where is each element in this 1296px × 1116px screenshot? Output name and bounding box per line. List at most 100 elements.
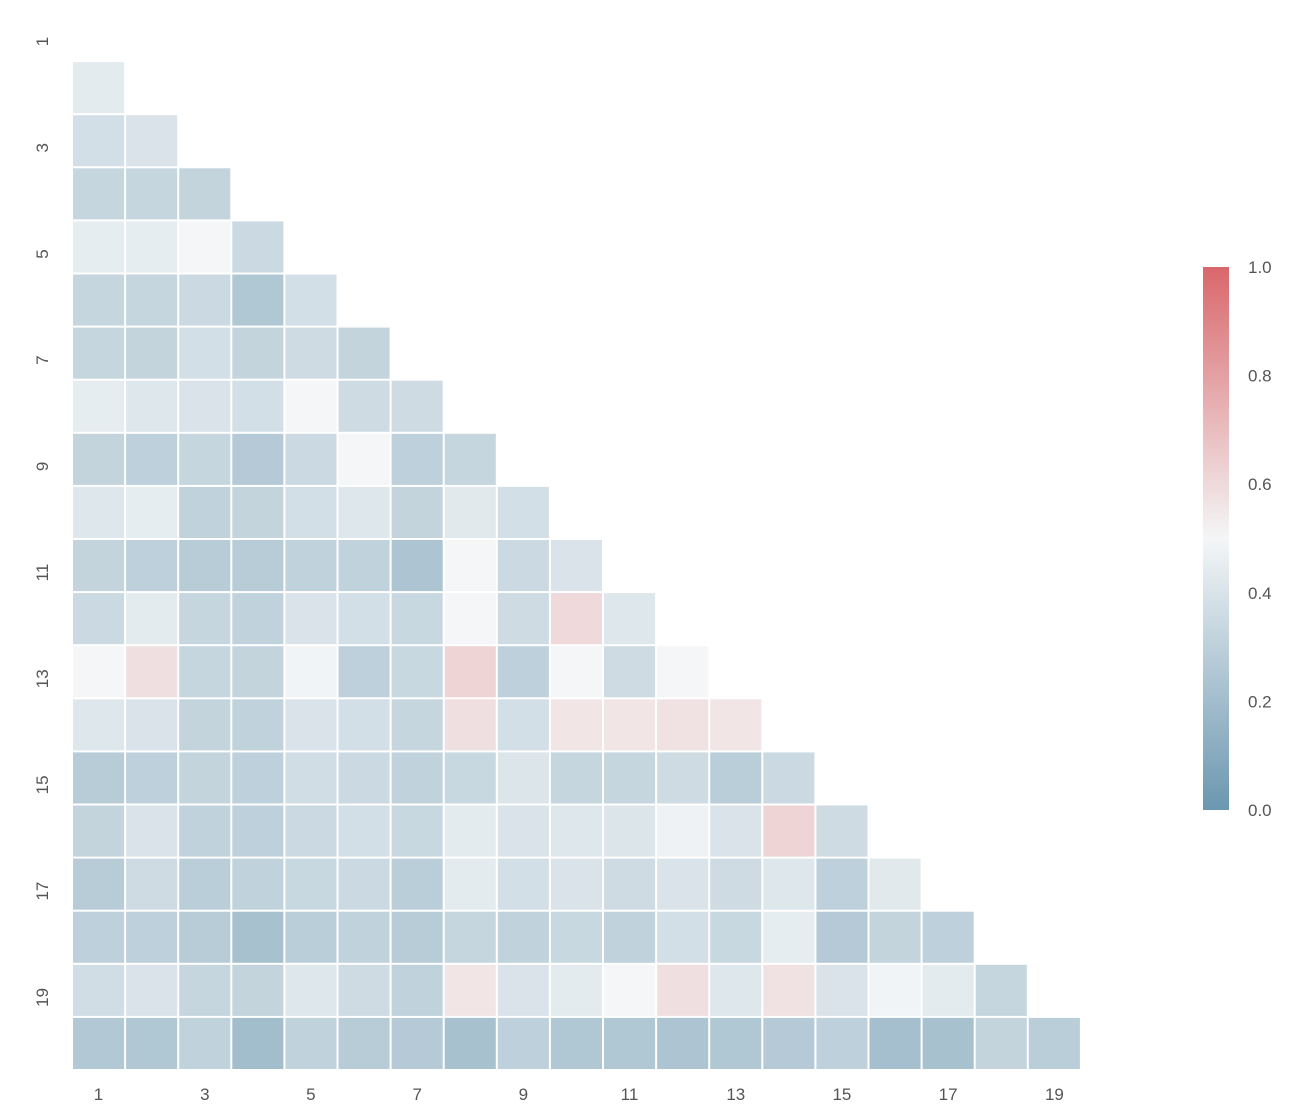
heatmap-cell-r13-c1 [73,646,125,698]
x-tick-label: 19 [1045,1085,1064,1104]
heatmap-cell-r4-c1 [73,168,125,220]
heatmap-cell-r14-c5 [285,699,337,751]
heatmap-cell-r12-c11 [604,593,656,645]
heatmap-cell-r14-c7 [391,699,443,751]
heatmap-cell-r13-c6 [338,646,390,698]
heatmap-cell-r15-c6 [338,752,390,804]
colorbar-tick-label: 0.0 [1248,801,1272,820]
heatmap-cell-r19-c16 [869,964,921,1016]
heatmap-cell-r8-c5 [285,380,337,432]
heatmap-cell-r16-c9 [497,805,549,857]
heatmap-cell-r19-c2 [126,964,178,1016]
heatmap-cell-r11-c8 [444,540,496,592]
heatmap-cell-r17-c2 [126,858,178,910]
heatmap-cell-r17-c3 [179,858,231,910]
heatmap-cell-r17-c12 [657,858,709,910]
heatmap-cell-r5-c4 [232,221,284,273]
heatmap-cell-r16-c7 [391,805,443,857]
heatmap-cell-r6-c2 [126,274,178,326]
heatmap-cell-r20-c6 [338,1017,390,1069]
heatmap-cell-r17-c10 [550,858,602,910]
heatmap-cell-r18-c14 [763,911,815,963]
heatmap-cell-r16-c1 [73,805,125,857]
heatmap-cell-r12-c8 [444,593,496,645]
heatmap-cell-r20-c17 [922,1017,974,1069]
heatmap-cell-r19-c14 [763,964,815,1016]
heatmap-cell-r8-c3 [179,380,231,432]
heatmap-cell-r18-c10 [550,911,602,963]
heatmap-cell-r9-c4 [232,433,284,485]
heatmap-cell-r12-c3 [179,593,231,645]
heatmap-cell-r6-c4 [232,274,284,326]
x-tick-label: 3 [200,1085,209,1104]
heatmap-cell-r14-c12 [657,699,709,751]
heatmap-cell-r18-c17 [922,911,974,963]
heatmap-cell-r15-c5 [285,752,337,804]
heatmap-cell-r9-c8 [444,433,496,485]
heatmap-cell-r9-c2 [126,433,178,485]
heatmap-cell-r4-c2 [126,168,178,220]
heatmap-cell-r14-c1 [73,699,125,751]
heatmap-cell-r17-c1 [73,858,125,910]
heatmap-cell-r19-c8 [444,964,496,1016]
heatmap-cell-r20-c16 [869,1017,921,1069]
heatmap-cell-r20-c8 [444,1017,496,1069]
heatmap-cell-r10-c8 [444,486,496,538]
heatmap-cell-r16-c11 [604,805,656,857]
heatmap-cell-r5-c1 [73,221,125,273]
heatmap-cell-r10-c9 [497,486,549,538]
heatmap-cell-r18-c1 [73,911,125,963]
heatmap-cell-r18-c4 [232,911,284,963]
heatmap-cell-r10-c5 [285,486,337,538]
heatmap-cell-r15-c14 [763,752,815,804]
heatmap-cell-r13-c11 [604,646,656,698]
x-tick-label: 5 [306,1085,315,1104]
heatmap-cell-r11-c6 [338,540,390,592]
x-tick-label: 15 [832,1085,851,1104]
heatmap-cell-r20-c4 [232,1017,284,1069]
heatmap-cell-r15-c3 [179,752,231,804]
heatmap-cell-r10-c2 [126,486,178,538]
heatmap-cell-r16-c12 [657,805,709,857]
x-tick-label: 11 [621,1085,639,1104]
heatmap-cell-r11-c5 [285,540,337,592]
heatmap-cell-r10-c4 [232,486,284,538]
heatmap-cell-r18-c5 [285,911,337,963]
heatmap-cell-r8-c6 [338,380,390,432]
heatmap-cell-r15-c8 [444,752,496,804]
heatmap-cell-r18-c15 [816,911,868,963]
heatmap-cell-r17-c7 [391,858,443,910]
heatmap-cell-r18-c11 [604,911,656,963]
heatmap-cell-r15-c9 [497,752,549,804]
heatmap-cell-r20-c5 [285,1017,337,1069]
heatmap-cell-r18-c9 [497,911,549,963]
heatmap-cell-r20-c7 [391,1017,443,1069]
y-tick-label: 15 [33,775,52,794]
heatmap-cell-r19-c17 [922,964,974,1016]
heatmap-cell-r11-c7 [391,540,443,592]
heatmap-cell-r19-c4 [232,964,284,1016]
heatmap-cell-r18-c7 [391,911,443,963]
heatmap-cell-r17-c15 [816,858,868,910]
heatmap-cell-r19-c5 [285,964,337,1016]
heatmap-cell-r16-c10 [550,805,602,857]
heatmap-cell-r15-c10 [550,752,602,804]
heatmap-cell-r20-c15 [816,1017,868,1069]
heatmap-cell-r17-c4 [232,858,284,910]
heatmap-cell-r9-c3 [179,433,231,485]
heatmap-cell-r13-c9 [497,646,549,698]
heatmap-cell-r18-c8 [444,911,496,963]
heatmap-cell-r12-c4 [232,593,284,645]
heatmap-cell-r7-c4 [232,327,284,379]
heatmap-cell-r13-c10 [550,646,602,698]
heatmap-cell-r19-c1 [73,964,125,1016]
heatmap-cell-r2-c1 [73,62,125,114]
heatmap-cell-r13-c2 [126,646,178,698]
heatmap-cell-r19-c3 [179,964,231,1016]
heatmap-cell-r17-c11 [604,858,656,910]
heatmap-cell-r7-c1 [73,327,125,379]
heatmap-cell-r18-c13 [710,911,762,963]
y-tick-label: 3 [33,143,52,152]
heatmap-cell-r18-c16 [869,911,921,963]
